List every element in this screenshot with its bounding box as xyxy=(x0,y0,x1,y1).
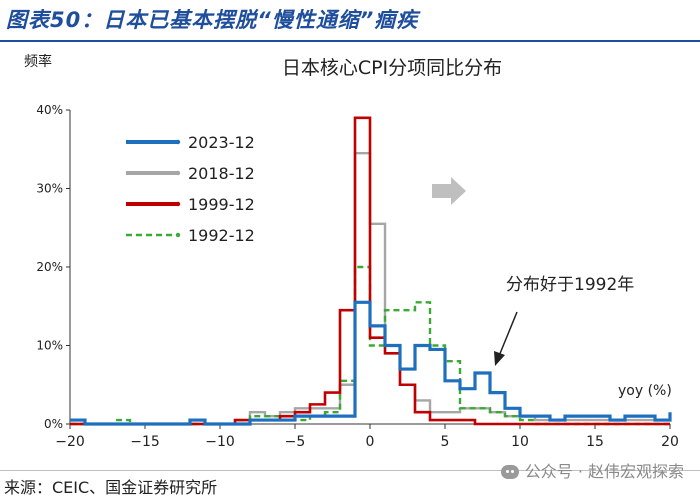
legend-label: 1992-12 xyxy=(188,226,255,245)
watermark-text: 公众号 · 赵伟宏观探索 xyxy=(524,462,684,481)
y-tick-label: 40% xyxy=(36,103,63,117)
title-rule xyxy=(0,40,700,42)
series-line-2023-12 xyxy=(70,300,672,426)
y-axis-label: 频率 xyxy=(24,53,52,70)
x-tick-label: −5 xyxy=(285,434,306,450)
x-tick-label: 20 xyxy=(661,434,679,450)
legend-marker xyxy=(175,232,181,238)
legend-label: 1999-12 xyxy=(188,195,255,214)
right-arrow-icon xyxy=(432,177,466,205)
x-tick-label: 0 xyxy=(366,434,375,450)
bottom-rule xyxy=(0,470,700,471)
legend-marker xyxy=(175,201,181,207)
x-tick-label: −15 xyxy=(130,434,160,450)
source-note: 来源：CEIC、国金证券研究所 xyxy=(4,478,218,497)
legend-label: 2023-12 xyxy=(188,133,255,152)
annotation-arrow xyxy=(494,311,518,366)
annotation-text: 分布好于1992年 xyxy=(506,275,634,295)
y-tick-label: 20% xyxy=(36,260,63,274)
chart: 日本核心CPI分项同比分布 频率 yoy (%) −20 −15 −10 −5 0 5 10… xyxy=(24,53,679,450)
y-tick-label: 10% xyxy=(36,339,63,353)
axes: −20 −15 −10 −5 0 5 10 15 20 0% 10% 20% 30% 40% xyxy=(36,103,679,450)
series-line-1999-12 xyxy=(70,116,670,426)
x-tick-label: −10 xyxy=(205,434,235,450)
y-tick-label: 30% xyxy=(36,182,63,196)
wechat-icon xyxy=(500,465,519,479)
series-layer xyxy=(70,116,672,426)
x-tick-label: 10 xyxy=(511,434,529,450)
legend-label: 2018-12 xyxy=(188,164,255,183)
watermark: 公众号 · 赵伟宏观探索 xyxy=(500,458,684,482)
x-tick-label: 5 xyxy=(441,434,450,450)
legend-marker xyxy=(175,170,181,176)
figure-title: 图表50：日本已基本摆脱“慢性通缩”痼疾 xyxy=(6,8,419,32)
x-axis-label: yoy (%) xyxy=(618,383,672,399)
legend: 2023-12 2018-12 1999-12 1992-12 xyxy=(126,133,255,245)
chart-title: 日本核心CPI分项同比分布 xyxy=(282,57,502,79)
x-tick-label: −20 xyxy=(55,434,85,450)
y-tick-label: 0% xyxy=(44,417,63,431)
x-tick-label: 15 xyxy=(586,434,604,450)
legend-marker xyxy=(175,139,181,145)
